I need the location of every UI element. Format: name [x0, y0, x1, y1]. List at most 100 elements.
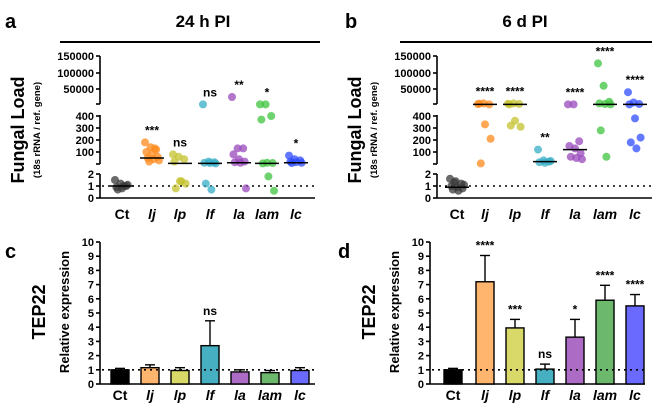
y-tick-label: 2: [425, 169, 431, 181]
significance-label-lf: ns: [203, 304, 217, 318]
significance-label-lf: **: [540, 131, 550, 145]
x-tick-label-la: la: [569, 387, 581, 403]
data-point-lp: [177, 177, 186, 186]
significance-label-lj: ***: [145, 123, 159, 137]
significance-label-lj: ****: [476, 84, 495, 98]
y-tick-label: 1: [88, 181, 94, 193]
y-axis-subtitle: (18s rRNA / ref. gene): [32, 82, 43, 178]
significance-label-lc: *: [294, 137, 299, 151]
significance-label-lam: ****: [596, 44, 615, 58]
data-point-la: [564, 100, 572, 109]
x-tick-label-lam: lam: [258, 387, 282, 403]
y-tick-label: 8: [88, 265, 94, 277]
significance-label-lp: ****: [506, 84, 525, 98]
x-tick-label-Ct: Ct: [113, 387, 128, 403]
data-point-lam: [256, 100, 264, 109]
data-point-la: [233, 144, 242, 153]
data-point-la: [575, 137, 584, 146]
data-point-lc: [624, 88, 632, 97]
data-point-lj: [481, 120, 489, 129]
y-tick-label: 9: [88, 251, 94, 263]
y-tick-label: 5: [88, 308, 94, 320]
y-axis-title: Fungal Load: [8, 77, 28, 184]
y-tick-label: 9: [418, 251, 424, 263]
y-tick-label: 150000: [394, 51, 431, 63]
bar-lc: [290, 369, 310, 385]
bar-lj: [475, 281, 495, 385]
x-tick-label-la: la: [233, 206, 245, 222]
data-point-lc: [636, 133, 645, 142]
y-tick-label: 0: [88, 193, 94, 205]
significance-label-lp: ***: [508, 302, 522, 316]
y-tick-label: 0: [425, 193, 431, 205]
y-tick-label: 3: [418, 336, 424, 348]
significance-label-la: ****: [566, 85, 585, 99]
data-point-lam: [257, 115, 266, 124]
panel-label-b: b: [345, 11, 357, 33]
bar-lp: [505, 327, 525, 385]
significance-label-lam: ****: [596, 268, 615, 282]
panel-label-a: a: [5, 11, 17, 33]
x-tick-label-lp: lp: [174, 206, 187, 222]
data-point-lp: [516, 122, 525, 131]
significance-label-lam: *: [265, 85, 270, 99]
data-point-Ct: [454, 186, 463, 195]
y-axis-title: TEP22: [359, 284, 379, 339]
data-point-lp: [180, 155, 189, 164]
data-point-lf: [207, 185, 216, 194]
x-tick-label-lf: lf: [206, 206, 216, 222]
y-tick-label: 10: [82, 237, 94, 249]
bar-lam: [595, 299, 615, 385]
panel-label-c: c: [5, 241, 16, 263]
significance-label-lc: ****: [626, 278, 645, 292]
bar-Ct: [443, 369, 463, 385]
y-tick-label: 1: [88, 365, 94, 377]
x-tick-label-la: la: [234, 387, 246, 403]
y-tick-label: 100000: [57, 68, 94, 80]
data-point-lam: [594, 59, 602, 68]
y-tick-label: 100000: [394, 68, 431, 80]
significance-label-la: *: [573, 302, 578, 316]
y-tick-label: 0: [88, 379, 94, 391]
data-point-lj: [150, 144, 159, 153]
data-point-la: [578, 155, 586, 164]
bar-lf: [200, 344, 220, 385]
x-tick-label-lc: lc: [629, 206, 641, 222]
y-tick-label: 10: [412, 237, 424, 249]
y-tick-label: 150000: [57, 51, 94, 63]
data-point-lam: [270, 186, 278, 195]
data-point-la: [229, 150, 238, 159]
data-point-lam: [602, 152, 611, 161]
data-point-la: [228, 93, 236, 101]
bar-lam: [260, 371, 280, 385]
data-point-la: [242, 184, 250, 193]
y-tick-label: 300: [76, 123, 94, 135]
y-tick-label: 50000: [63, 84, 94, 96]
y-axis-subtitle: (18s rRNA / ref. gene): [369, 82, 380, 178]
data-point-lj: [145, 157, 154, 166]
y-tick-label: 6: [88, 294, 94, 306]
data-point-lam: [261, 100, 270, 109]
y-tick-label: 1: [425, 181, 431, 193]
y-tick-label: 100: [76, 147, 94, 159]
x-tick-label-lc: lc: [290, 206, 302, 222]
bar-la: [565, 336, 585, 385]
data-point-lp: [506, 121, 515, 130]
x-tick-label-lj: lj: [481, 206, 490, 222]
data-point-la: [571, 144, 579, 153]
panel-title-b: 6 d PI: [502, 12, 547, 31]
bar-lj: [140, 366, 160, 385]
y-tick-label: 0: [418, 379, 424, 391]
significance-label-lc: ****: [626, 73, 645, 87]
x-tick-label-lj: lj: [481, 387, 490, 403]
data-point-lp: [171, 184, 180, 193]
data-point-Ct: [450, 178, 459, 187]
y-tick-label: 100: [413, 147, 431, 159]
data-point-lf: [201, 179, 210, 188]
data-point-lc: [626, 138, 635, 147]
panel-title-a: 24 h PI: [176, 12, 231, 31]
x-tick-label-lp: lp: [174, 387, 187, 403]
significance-label-lf: ns: [203, 85, 217, 99]
y-tick-label: 200: [413, 135, 431, 147]
data-point-lj: [476, 159, 485, 168]
